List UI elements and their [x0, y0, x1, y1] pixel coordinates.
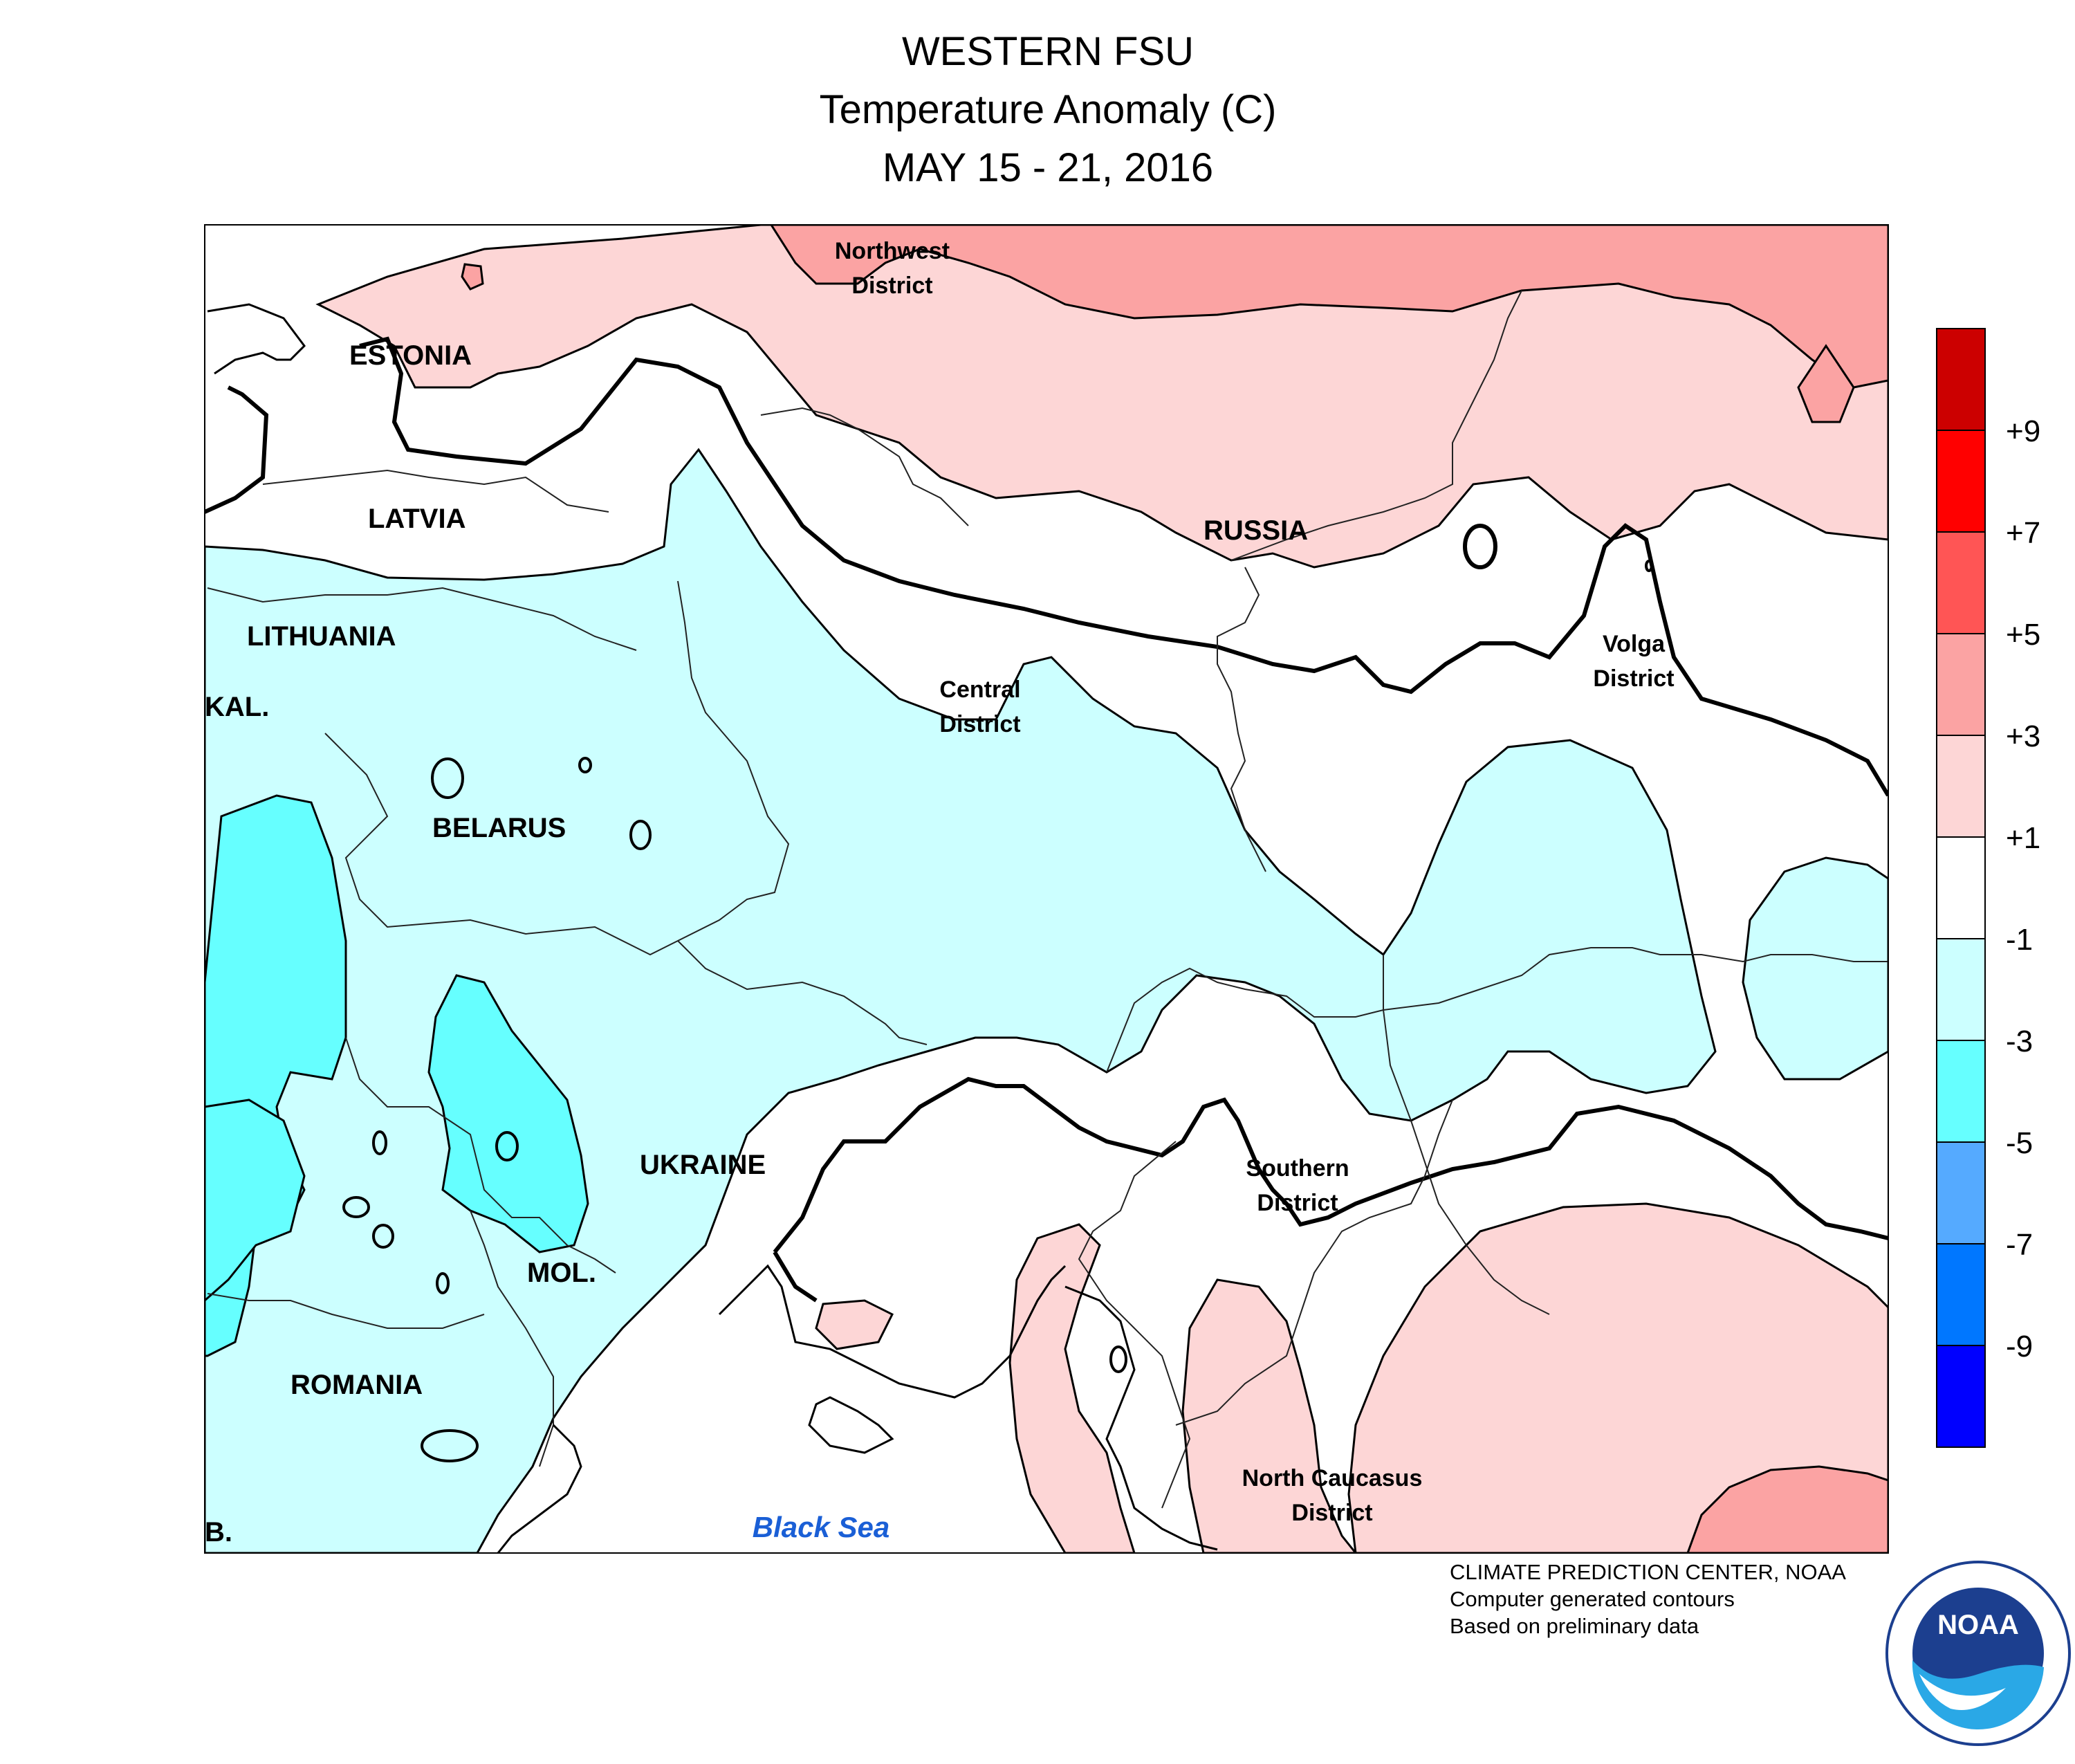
small-contours [342, 560, 1653, 1462]
label-southern-district-2: District [1257, 1190, 1338, 1216]
legend-tick-label: -3 [2006, 1025, 2033, 1058]
legend-tick-label: -7 [2006, 1228, 2033, 1262]
admin-boundaries [207, 290, 1888, 1509]
legend-tick-label: +3 [2006, 719, 2040, 753]
coastline [207, 303, 1218, 1553]
map-date-range: MAY 15 - 21, 2016 [882, 145, 1214, 190]
legend-swatch [1936, 430, 1986, 533]
map-frame [204, 224, 1889, 1554]
legend-tick-label: +5 [2006, 618, 2040, 652]
credit-line-3: Based on preliminary data [1450, 1614, 1699, 1638]
label-northwest-district-2: District [851, 273, 932, 299]
label-black-sea: Black Sea [753, 1511, 889, 1543]
legend-swatch [1936, 531, 1986, 634]
legend-tick-label: +1 [2006, 821, 2040, 855]
credit-line-2: Computer generated contours [1450, 1587, 1735, 1611]
label-north-caucasus-district-1: North Caucasus [1242, 1465, 1423, 1491]
warm-region-caspian [1347, 1202, 1888, 1553]
legend-swatch [1936, 836, 1986, 939]
legend-tick-label: -5 [2006, 1126, 2033, 1160]
colder-region-west [205, 1099, 306, 1303]
label-central-district-1: Central [939, 677, 1020, 703]
noaa-logo-text: NOAA [1937, 1610, 2019, 1640]
label-volga-district-1: Volga [1603, 631, 1666, 657]
label-estonia: ESTONIA [349, 340, 472, 371]
legend-swatch [1936, 938, 1986, 1041]
label-russia: RUSSIA [1204, 515, 1308, 546]
warm-region-caucasus-west [1008, 1223, 1136, 1553]
label-north-caucasus-district-2: District [1291, 1500, 1372, 1526]
legend-tick-label: -1 [2006, 923, 2033, 957]
label-ukraine: UKRAINE [640, 1150, 766, 1180]
legend-swatch [1936, 1243, 1986, 1346]
label-kaliningrad: KAL. [205, 692, 269, 722]
color-legend: +9 +7 +5 +3 +1 -1 -3 -5 -7 -9 [1936, 328, 2040, 1448]
label-latvia: LATVIA [368, 504, 465, 534]
legend-swatch [1936, 735, 1986, 838]
legend-swatch [1936, 1141, 1986, 1244]
label-southern-district-1: Southern [1246, 1155, 1349, 1182]
hot-spot-east [1797, 344, 1855, 423]
label-moldova: MOL. [527, 1258, 596, 1288]
map-labels: ESTONIA LATVIA LITHUANIA KAL. BELARUS UK… [205, 238, 1675, 1547]
cold-region-main [205, 448, 1717, 1553]
legend-swatch [1936, 633, 1986, 736]
map-title: WESTERN FSU [901, 29, 1195, 74]
hot-spot-estonia [461, 263, 484, 291]
colder-region-moldova [427, 974, 589, 1253]
label-northwest-district-1: Northwest [835, 238, 950, 264]
legend-swatch [1936, 1040, 1986, 1143]
warm-region-north-caucasus [1181, 1278, 1357, 1553]
legend-tick-label: +9 [2006, 414, 2040, 448]
map-subtitle: Temperature Anomaly (C) [819, 87, 1277, 132]
label-volga-district-2: District [1593, 665, 1674, 692]
hot-region-caspian [1686, 1465, 1888, 1553]
label-bulgaria: B. [205, 1517, 232, 1547]
label-romania: ROMANIA [290, 1370, 423, 1400]
legend-tick-label: +7 [2006, 516, 2040, 550]
legend-tick-label: -9 [2006, 1330, 2033, 1363]
warm-region-crimea [815, 1299, 894, 1350]
label-central-district-2: District [939, 711, 1020, 737]
zero-contour-lines [205, 336, 1888, 1303]
label-lithuania: LITHUANIA [247, 621, 396, 652]
credit-line-1: CLIMATE PREDICTION CENTER, NOAA [1450, 1560, 1846, 1584]
legend-swatch [1936, 328, 1986, 431]
label-belarus: BELARUS [432, 813, 566, 843]
noaa-logo: NOAA [1885, 1561, 2071, 1746]
legend-swatch [1936, 1345, 1986, 1448]
